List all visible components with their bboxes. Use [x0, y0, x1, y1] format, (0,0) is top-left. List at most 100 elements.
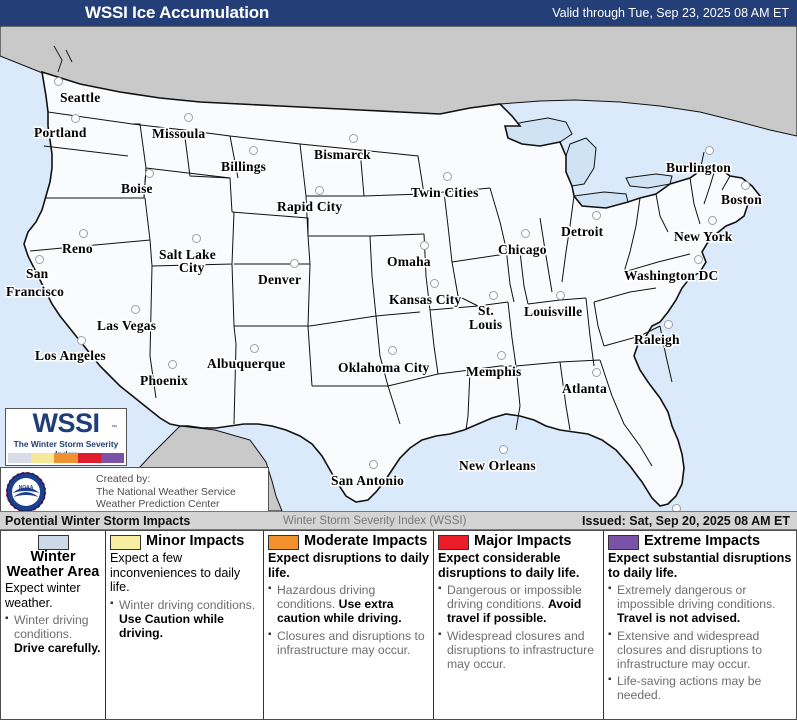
legend-bullet-item: Winter driving conditions. Use Caution w…: [110, 597, 259, 641]
legend-header: Moderate Impacts: [268, 534, 429, 550]
city-dot[interactable]: [443, 172, 452, 181]
city-label: Washington DC: [624, 268, 719, 283]
map-canvas[interactable]: Seattle Portland Missoula Billings Bismarck B…: [0, 26, 797, 511]
city-label: Portland: [34, 125, 87, 140]
wssi-logo: WSSI ™ The Winter Storm Severity Index: [5, 408, 127, 466]
legend-column-major-impacts[interactable]: Major Impacts Expect considerable disrupt…: [434, 531, 604, 719]
us-map-svg: [0, 26, 797, 511]
city-dot[interactable]: [556, 291, 565, 300]
bullet-plain-text: Life-saving actions may be needed.: [617, 674, 762, 703]
city-label: San Antonio: [331, 473, 405, 488]
city-label: St.: [478, 303, 494, 318]
bullet-bold-text: Use extra caution while driving.: [277, 597, 402, 626]
legend-column-extreme-impacts[interactable]: Extreme Impacts Expect substantial disrup…: [604, 531, 796, 719]
city-dot[interactable]: [54, 77, 63, 86]
legend-bullet-item: Widespread closures and disruptions to i…: [438, 628, 599, 672]
city-dot[interactable]: [290, 259, 299, 268]
city-dot[interactable]: [192, 234, 201, 243]
city-dot[interactable]: [79, 229, 88, 238]
legend-bullet-item: Extremely dangerous or impossible drivin…: [608, 582, 792, 626]
attribution-box: NOAA Created by: The National Weather Se…: [0, 467, 269, 511]
city-dot[interactable]: [521, 229, 530, 238]
legend-category-name: Extreme Impacts: [644, 533, 761, 549]
bullet-plain-text: Extremely dangerous or impossible drivin…: [617, 583, 776, 612]
bullet-plain-text: Winter driving conditions.: [14, 613, 89, 642]
legend-intro-text: Expect a few inconveniences to daily lif…: [110, 551, 241, 594]
city-dot[interactable]: [497, 351, 506, 360]
city-label: Omaha: [387, 254, 431, 269]
city-dot[interactable]: [250, 344, 259, 353]
city-dot[interactable]: [672, 504, 681, 511]
legend-column-moderate-impacts[interactable]: Moderate Impacts Expect disruptions to da…: [264, 531, 434, 719]
city-label: Los Angeles: [35, 348, 106, 363]
city-dot[interactable]: [694, 255, 703, 264]
city-label: San: [26, 266, 49, 281]
city-label: Boston: [721, 192, 762, 207]
legend-color-swatch: [110, 535, 141, 550]
legend-bullet-item: Closures and disruptions to infrastructu…: [268, 628, 429, 657]
wssi-color-bar: [8, 453, 125, 463]
legend-bullet-item: Hazardous driving conditions. Use extra …: [268, 582, 429, 626]
city-label: City: [179, 260, 205, 275]
city-label: New Orleans: [459, 458, 536, 473]
city-dot[interactable]: [664, 320, 673, 329]
legend-bullet-list: Dangerous or impossible driving conditio…: [438, 582, 599, 672]
city-label: Albuquerque: [207, 356, 286, 371]
lake-huron: [565, 137, 597, 187]
legend-bullet-item: Extensive and widespread closures and di…: [608, 628, 792, 672]
city-label: Phoenix: [140, 373, 188, 388]
city-dot[interactable]: [592, 211, 601, 220]
legend-header: Winter Weather Area: [5, 535, 101, 580]
city-dot[interactable]: [430, 279, 439, 288]
legend-bullet-list: Hazardous driving conditions. Use extra …: [268, 582, 429, 657]
city-dot[interactable]: [184, 113, 193, 122]
wssi-full-name-label: Winter Storm Severity Index (WSSI): [283, 515, 467, 527]
city-dot[interactable]: [592, 368, 601, 377]
city-dot[interactable]: [71, 114, 80, 123]
city-dot[interactable]: [388, 346, 397, 355]
city-dot[interactable]: [741, 181, 750, 190]
legend-column-winter-weather-area[interactable]: Winter Weather Area Expect winter weather…: [1, 531, 106, 719]
city-dot[interactable]: [35, 255, 44, 264]
city-dot[interactable]: [77, 336, 86, 345]
city-dot[interactable]: [168, 360, 177, 369]
potential-impacts-label: Potential Winter Storm Impacts: [5, 514, 191, 528]
bullet-plain-text: Hazardous driving conditions.: [277, 583, 376, 612]
impact-legend: Winter Weather Area Expect winter weather…: [0, 530, 797, 720]
legend-category-name: Major Impacts: [474, 533, 572, 549]
city-dot[interactable]: [131, 305, 140, 314]
svg-text:NOAA: NOAA: [19, 485, 34, 491]
city-dot[interactable]: [315, 186, 324, 195]
city-dot[interactable]: [420, 241, 429, 250]
city-dot[interactable]: [705, 146, 714, 155]
city-label: Boise: [121, 181, 153, 196]
city-dot[interactable]: [349, 134, 358, 143]
wssi-bar-segment: [54, 453, 78, 463]
city-dot[interactable]: [249, 146, 258, 155]
city-label: Francisco: [6, 284, 65, 299]
bullet-plain-text: Closures and disruptions to infrastructu…: [277, 628, 425, 657]
city-dot[interactable]: [489, 291, 498, 300]
page-title: WSSI Ice Accumulation: [85, 3, 270, 22]
wssi-bar-segment: [77, 453, 101, 463]
issued-label: Issued: Sat, Sep 20, 2025 08 AM ET: [582, 514, 790, 528]
bullet-plain-text: Dangerous or impossible driving conditio…: [447, 583, 582, 612]
city-label: Reno: [62, 241, 93, 256]
legend-intro-text: Expect considerable disruptions to daily…: [438, 551, 580, 580]
city-dot[interactable]: [499, 445, 508, 454]
legend-intro-text: Expect substantial disruptions to daily …: [608, 551, 792, 580]
lake-ontario: [625, 173, 673, 189]
wssi-bar-segment: [8, 453, 32, 463]
legend-category-name: Minor Impacts: [146, 533, 245, 549]
legend-bullet-list: Extremely dangerous or impossible drivin…: [608, 582, 792, 703]
bullet-bold-text: Drive carefully.: [14, 641, 101, 656]
city-dot[interactable]: [708, 216, 717, 225]
wssi-bar-segment: [31, 453, 55, 463]
city-dot[interactable]: [369, 460, 378, 469]
city-label: Oklahoma City: [338, 360, 430, 375]
legend-column-minor-impacts[interactable]: Minor Impacts Expect a few inconveniences…: [106, 531, 264, 719]
city-dot[interactable]: [145, 169, 154, 178]
city-label: Louisville: [524, 304, 583, 319]
legend-color-swatch: [37, 535, 69, 550]
